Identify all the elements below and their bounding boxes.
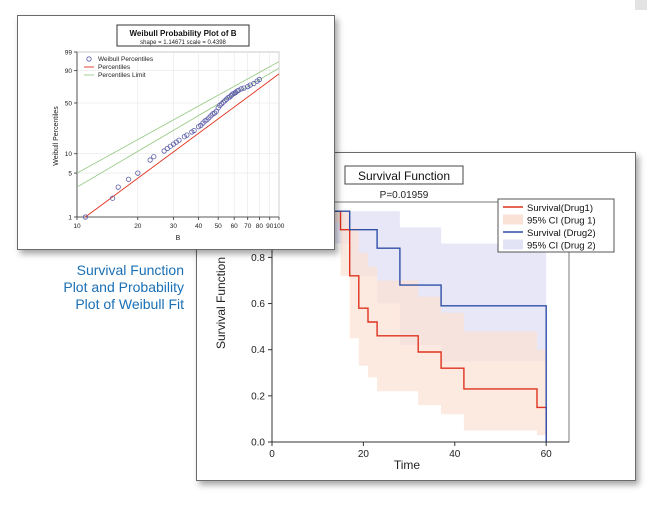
x-tick-label: 30 (170, 223, 178, 230)
weibull-point (217, 102, 223, 109)
y-tick-label: 50 (65, 100, 73, 107)
y-tick-label: 5 (68, 170, 72, 177)
weibull-plot-panel: 10 20 30 40 50 60 70 80 90 100 1 5 10 50 90 99 Weibull… (17, 15, 335, 250)
x-tick-label: 80 (256, 223, 264, 230)
y-axis-label: Weibull Percentiles (53, 106, 60, 166)
x-tick-label: 40 (195, 223, 203, 230)
survival-line-drug2 (331, 210, 547, 442)
weibull-point (227, 94, 233, 100)
x-axis-label: B (176, 235, 181, 242)
y-axis-label: Survival Function (214, 257, 228, 349)
weibull-point (135, 170, 141, 176)
weibull-point (251, 80, 257, 87)
percentiles-line (85, 73, 280, 218)
y-tick-label: 0.2 (251, 391, 265, 402)
x-axis-label: Time (394, 458, 421, 472)
chart-subtitle: P=0.01959 (380, 190, 429, 201)
weibull-point (147, 157, 153, 163)
percentiles-limit-line (76, 67, 280, 188)
weibull-point (176, 137, 182, 143)
weibull-point (151, 154, 157, 160)
chart-title-box (344, 165, 464, 185)
x-tick-label: 90 (266, 223, 274, 230)
y-tick-label: 90 (65, 68, 73, 75)
chart-subtitle: shape = 1.14671 scale = 0.4398 (140, 40, 226, 46)
weibull-point (191, 128, 197, 134)
weibull-point (235, 87, 242, 93)
weibull-point (219, 101, 225, 107)
x-tick-label: 60 (231, 223, 239, 230)
y-tick-label: 0.6 (251, 299, 265, 310)
legend-label: Percentiles Limit (98, 72, 146, 79)
legend-label: 95% CI (Drug 1) (527, 216, 596, 227)
legend-label: Survival(Drug1) (527, 203, 593, 214)
weibull-point (110, 195, 116, 201)
corner-tab (635, 0, 647, 10)
weibull-point (126, 176, 132, 182)
legend-label: 95% CI (Drug 2) (527, 241, 596, 252)
weibull-point (256, 76, 262, 83)
weibull-point (82, 214, 89, 220)
weibull-point (115, 184, 121, 190)
figure-caption: Survival Function Plot and Probability P… (30, 262, 184, 313)
percentiles-limit-line (76, 61, 280, 174)
y-tick-label: 0.4 (251, 345, 265, 356)
x-tick-label: 100 (274, 223, 285, 230)
legend-swatch (503, 239, 523, 250)
y-tick-label: 10 (65, 151, 73, 158)
legend-swatch (86, 56, 92, 62)
legend: Survival(Drug1) 95% CI (Drug 1)Survival (… (497, 198, 615, 253)
legend-swatch (503, 214, 523, 225)
weibull-point (220, 99, 226, 105)
x-tick-label: 50 (215, 223, 223, 230)
caption-line-1: Survival Function (76, 262, 184, 278)
ci-band-drug1 (331, 211, 547, 436)
weibull-point (184, 132, 190, 138)
caption-line-2: Plot and Probability (63, 279, 184, 295)
y-tick-label: 0.0 (251, 438, 265, 449)
y-tick-label: 0.8 (251, 253, 265, 264)
legend-label: Percentiles (98, 64, 131, 71)
weibull-point (161, 148, 167, 154)
x-tick-label: 20 (358, 449, 370, 460)
x-tick-label: 60 (541, 449, 553, 460)
legend: Weibull PercentilesPercentilesPercentile… (84, 56, 154, 79)
survival-line-drug1 (331, 210, 547, 442)
chart-title-box (116, 24, 250, 47)
chart-title: Weibull Probability Plot of B (130, 29, 237, 38)
legend-label: Weibull Percentiles (98, 56, 154, 63)
x-tick-label: 20 (134, 223, 142, 230)
legend-label: Survival (Drug2) (527, 228, 596, 239)
y-tick-label: 1 (68, 214, 72, 221)
caption-line-3: Plot of Weibull Fit (75, 296, 184, 312)
y-tick-label: 99 (65, 49, 73, 56)
x-tick-label: 40 (449, 449, 461, 460)
x-tick-label: 10 (73, 223, 81, 230)
weibull-point (222, 98, 228, 104)
weibull-point (238, 86, 244, 92)
x-tick-label: 0 (269, 449, 275, 460)
chart-title: Survival Function (358, 169, 450, 183)
x-tick-label: 70 (244, 223, 252, 230)
